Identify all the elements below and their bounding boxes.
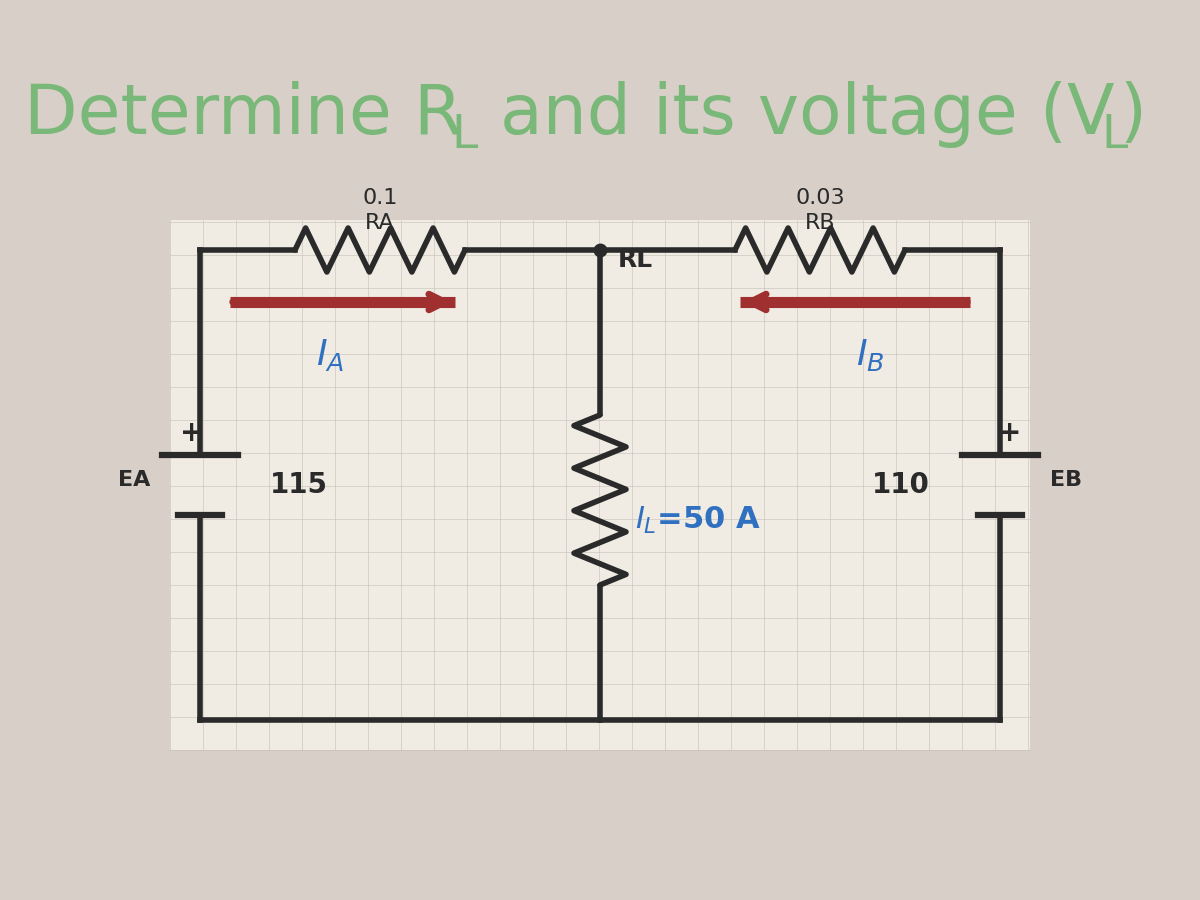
- Text: and its voltage (V: and its voltage (V: [478, 81, 1114, 148]
- Text: 0.03: 0.03: [796, 188, 845, 208]
- Text: $\mathit{I_A}$: $\mathit{I_A}$: [316, 337, 344, 373]
- Text: L: L: [1102, 112, 1128, 158]
- Text: RB: RB: [805, 213, 835, 233]
- Text: +: +: [180, 419, 204, 447]
- Text: RA: RA: [365, 213, 395, 233]
- Text: +: +: [998, 419, 1021, 447]
- Text: 0.1: 0.1: [362, 188, 397, 208]
- Text: 115: 115: [270, 471, 328, 499]
- Text: L: L: [451, 112, 478, 158]
- Bar: [170, 220, 1030, 750]
- Text: $\mathit{I_B}$: $\mathit{I_B}$: [856, 337, 884, 373]
- Text: EA: EA: [118, 470, 150, 490]
- Text: Determine R: Determine R: [24, 81, 462, 148]
- Text: RL: RL: [618, 248, 653, 272]
- Text: ): ): [1120, 81, 1147, 148]
- Text: EB: EB: [1050, 470, 1082, 490]
- Text: $\mathit{I_L}$=50 A: $\mathit{I_L}$=50 A: [635, 504, 761, 536]
- Text: 110: 110: [872, 471, 930, 499]
